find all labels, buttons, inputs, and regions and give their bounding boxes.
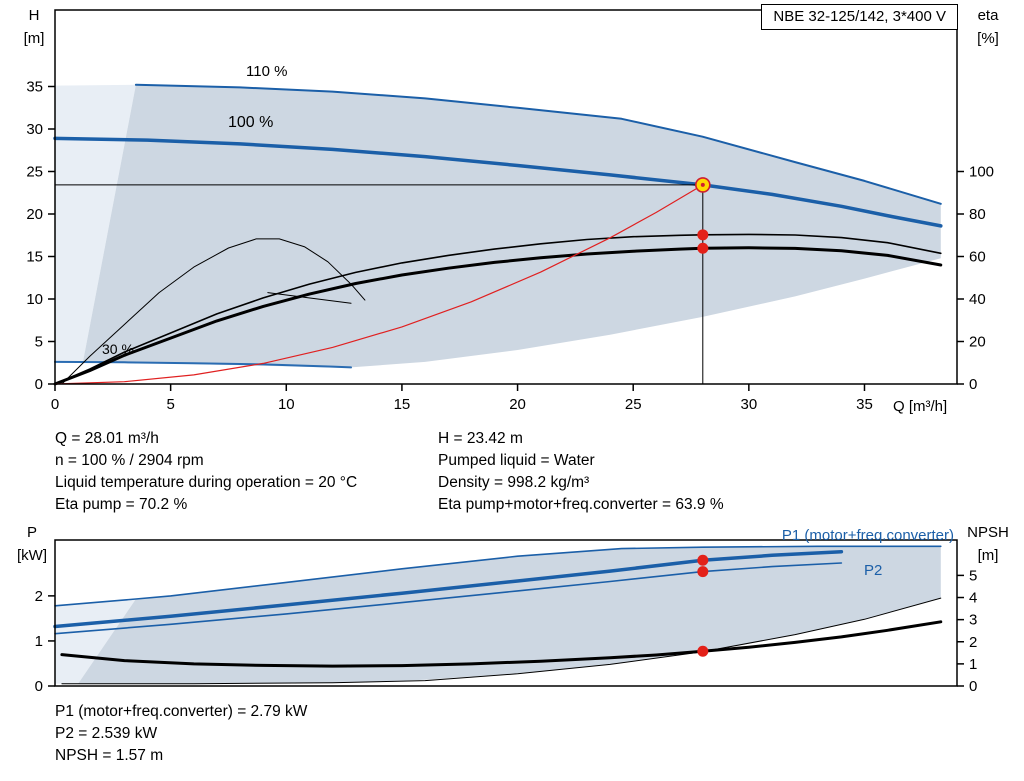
head-curve-110pct xyxy=(134,83,942,205)
x-tick-label: 10 xyxy=(278,396,295,413)
y2-tick-label: 40 xyxy=(969,291,986,308)
y2-tick-label: 80 xyxy=(969,206,986,223)
y2-tick-label: 2 xyxy=(969,634,977,651)
info-h: H = 23.42 m xyxy=(438,430,523,447)
plot-frame xyxy=(54,9,958,385)
p1-100pct-curve xyxy=(53,549,844,629)
eta-pointer-line xyxy=(267,292,352,304)
pump-model-box: NBE 32-125/142, 3*400 V xyxy=(761,4,958,30)
duty-info-right: H = 23.42 m Pumped liquid = Water Densit… xyxy=(438,428,724,516)
head-curve-30pct xyxy=(54,360,352,369)
y-tick-label: 30 xyxy=(26,121,43,138)
y-tick-label: 2 xyxy=(35,588,43,605)
y2-tick-label: 5 xyxy=(969,567,977,584)
hq-chart: 0 5 10 15 20 25 30 35 0 5 10 15 20 25 30 35 0 20 40 60 80 100 xyxy=(26,9,994,413)
y2-tick-label: 0 xyxy=(969,678,977,695)
x-tick-label: 0 xyxy=(51,396,59,413)
axis-h-unit: [m] xyxy=(23,30,45,47)
info-speed: n = 100 % / 2904 rpm xyxy=(55,452,204,469)
x-tick-label: 15 xyxy=(394,396,411,413)
info-pumped-liquid: Pumped liquid = Water xyxy=(438,452,595,469)
y-tick-label: 0 xyxy=(35,678,43,695)
axis-h-symbol: H xyxy=(28,7,40,24)
eta-pump-curve xyxy=(54,233,942,385)
axis-p-symbol: P xyxy=(26,524,37,541)
axis-npsh-symbol: NPSH xyxy=(967,524,1009,541)
info-liquid-temperature: Liquid temperature during operation = 20… xyxy=(55,474,358,491)
head-curve-100pct xyxy=(53,136,943,228)
eta-total-point xyxy=(697,242,709,254)
p2-point xyxy=(697,566,709,578)
info-eta-total: Eta pump+motor+freq.converter = 63.9 % xyxy=(438,496,724,513)
y2-tick-label: 3 xyxy=(969,612,977,629)
info-eta-pump: Eta pump = 70.2 % xyxy=(55,496,188,513)
axis-npsh-unit: [m] xyxy=(977,547,999,564)
operating-range xyxy=(82,84,941,368)
y2-tick-label: 100 xyxy=(969,164,994,181)
y2-tick-label: 20 xyxy=(969,334,986,351)
info-p2: P2 = 2.539 kW xyxy=(55,725,158,742)
y2-tick-label: 1 xyxy=(969,656,977,673)
info-npsh: NPSH = 1.57 m xyxy=(55,747,164,764)
y2-tick-label: 4 xyxy=(969,590,977,607)
y-tick-label: 1 xyxy=(35,633,43,650)
eta-pump-point xyxy=(697,229,709,241)
p1-point xyxy=(697,554,709,566)
axis-h-label: H [m] xyxy=(12,4,56,50)
label-p2-curve: P2 xyxy=(864,562,883,579)
y-tick-label: 25 xyxy=(26,164,43,181)
duty-point-center xyxy=(700,182,705,187)
npsh-curve xyxy=(60,620,943,668)
y-tick-label: 0 xyxy=(35,376,43,393)
operating-range-light xyxy=(55,84,136,363)
info-density: Density = 998.2 kg/m³ xyxy=(438,474,590,491)
axis-npsh-label: NPSH [m] xyxy=(956,521,1020,567)
y-tick-label: 20 xyxy=(26,206,43,223)
y-tick-label: 5 xyxy=(35,334,43,351)
x-tick-label: 5 xyxy=(166,396,174,413)
x-tick-label: 30 xyxy=(741,396,758,413)
y2-tick-label: 60 xyxy=(969,249,986,266)
x-tick-label: 25 xyxy=(625,396,642,413)
y2-tick-label: 0 xyxy=(969,376,977,393)
p1-110pct-curve xyxy=(54,545,942,607)
power-range xyxy=(78,546,941,684)
label-110pct: 110 % xyxy=(246,63,288,80)
duty-info-left: Q = 28.01 m³/h n = 100 % / 2904 rpm Liqu… xyxy=(55,428,357,516)
power-min-speed-curve xyxy=(61,597,942,685)
info-q: Q = 28.01 m³/h xyxy=(55,430,159,447)
eta-reduced-speed-curve xyxy=(61,238,366,385)
system-curve xyxy=(54,184,704,385)
axis-p-unit: [kW] xyxy=(17,547,47,564)
label-100pct: 100 % xyxy=(228,114,274,131)
label-p1-curve: P1 (motor+freq.converter) xyxy=(781,527,954,544)
power-info: P1 (motor+freq.converter) = 2.79 kW P2 =… xyxy=(55,701,307,767)
x-tick-label: 35 xyxy=(856,396,873,413)
label-30pct: 30 % xyxy=(102,341,134,357)
axis-q-label: Q [m³/h] xyxy=(893,398,948,415)
y-tick-label: 15 xyxy=(26,249,43,266)
eta-total-curve xyxy=(53,246,943,386)
power-npsh-chart: 0 1 2 0 1 2 3 4 5 xyxy=(35,539,977,695)
info-p1: P1 (motor+freq.converter) = 2.79 kW xyxy=(55,703,308,720)
y-tick-label: 35 xyxy=(26,79,43,96)
y-tick-label: 10 xyxy=(26,291,43,308)
axis-eta-label: eta [%] xyxy=(962,4,1014,50)
plot-frame xyxy=(54,539,958,687)
axis-p-label: P [kW] xyxy=(8,521,56,567)
axis-eta-symbol: eta xyxy=(977,7,999,24)
axis-eta-unit: [%] xyxy=(977,30,999,47)
npsh-point xyxy=(697,645,709,657)
p2-100pct-curve xyxy=(54,562,843,635)
x-tick-label: 20 xyxy=(509,396,526,413)
